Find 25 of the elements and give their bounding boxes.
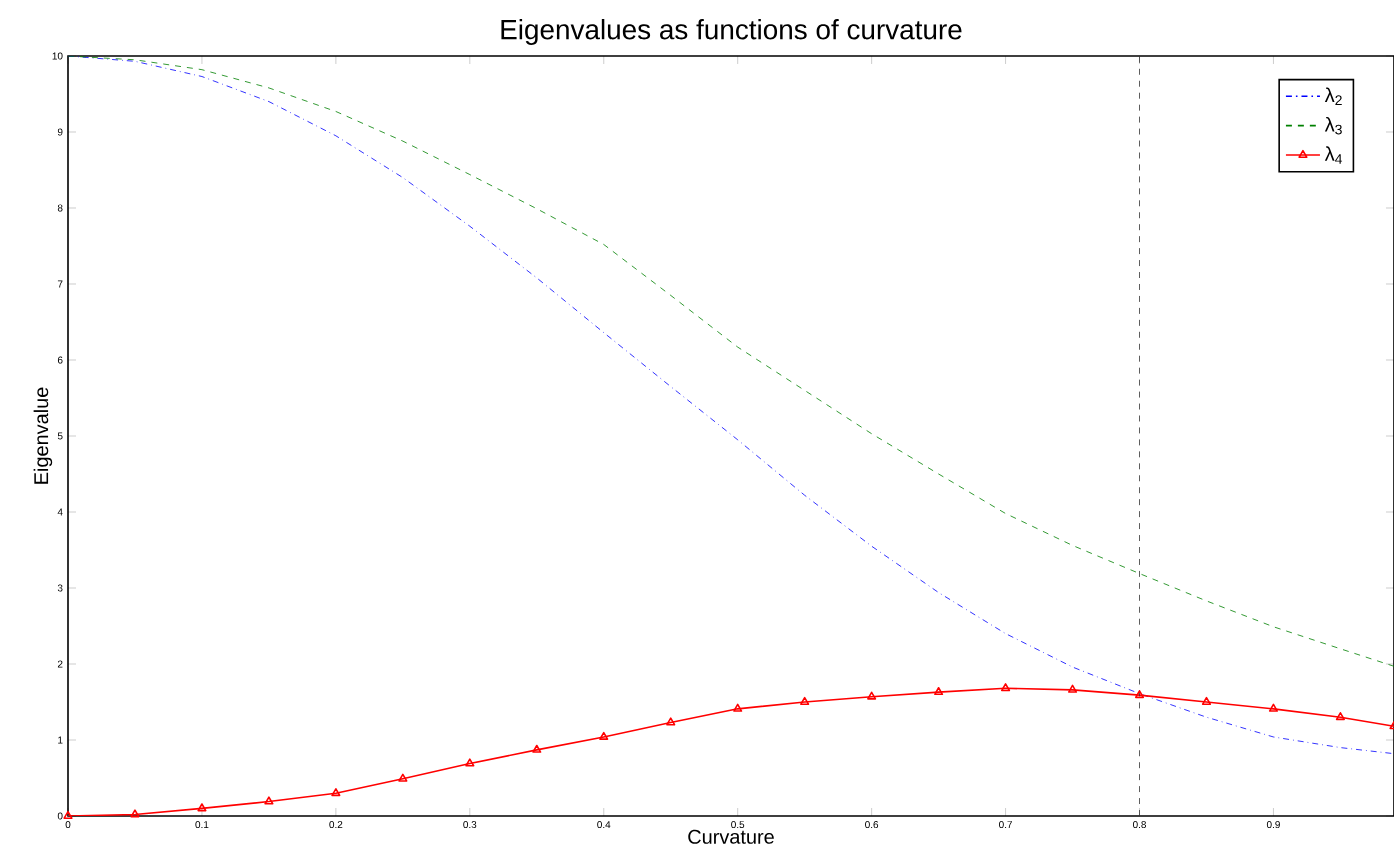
point	[532, 744, 542, 753]
point	[867, 691, 877, 700]
point	[1067, 684, 1078, 693]
point	[1335, 712, 1346, 721]
point	[599, 731, 609, 740]
point	[800, 696, 810, 705]
y-axis-title: Eigenvalue	[33, 387, 53, 484]
point	[465, 758, 475, 767]
point	[1268, 703, 1279, 712]
point	[197, 803, 207, 812]
point	[398, 773, 408, 782]
point	[264, 796, 274, 805]
point	[1201, 696, 1212, 705]
point	[1134, 689, 1145, 699]
legend-label: λ$_{4}$	[1324, 146, 1343, 164]
point	[1000, 683, 1011, 692]
point	[733, 703, 743, 712]
point	[934, 686, 944, 696]
legend-label: λ$_{2}$	[1324, 87, 1342, 105]
point	[666, 717, 676, 726]
legend-label: λ$_{3}$	[1324, 116, 1342, 135]
point	[331, 788, 341, 797]
x-axis-title: Curvature	[688, 829, 774, 844]
chart-title: Eigenvalues as functions of curvature	[501, 18, 962, 45]
point	[130, 809, 140, 818]
